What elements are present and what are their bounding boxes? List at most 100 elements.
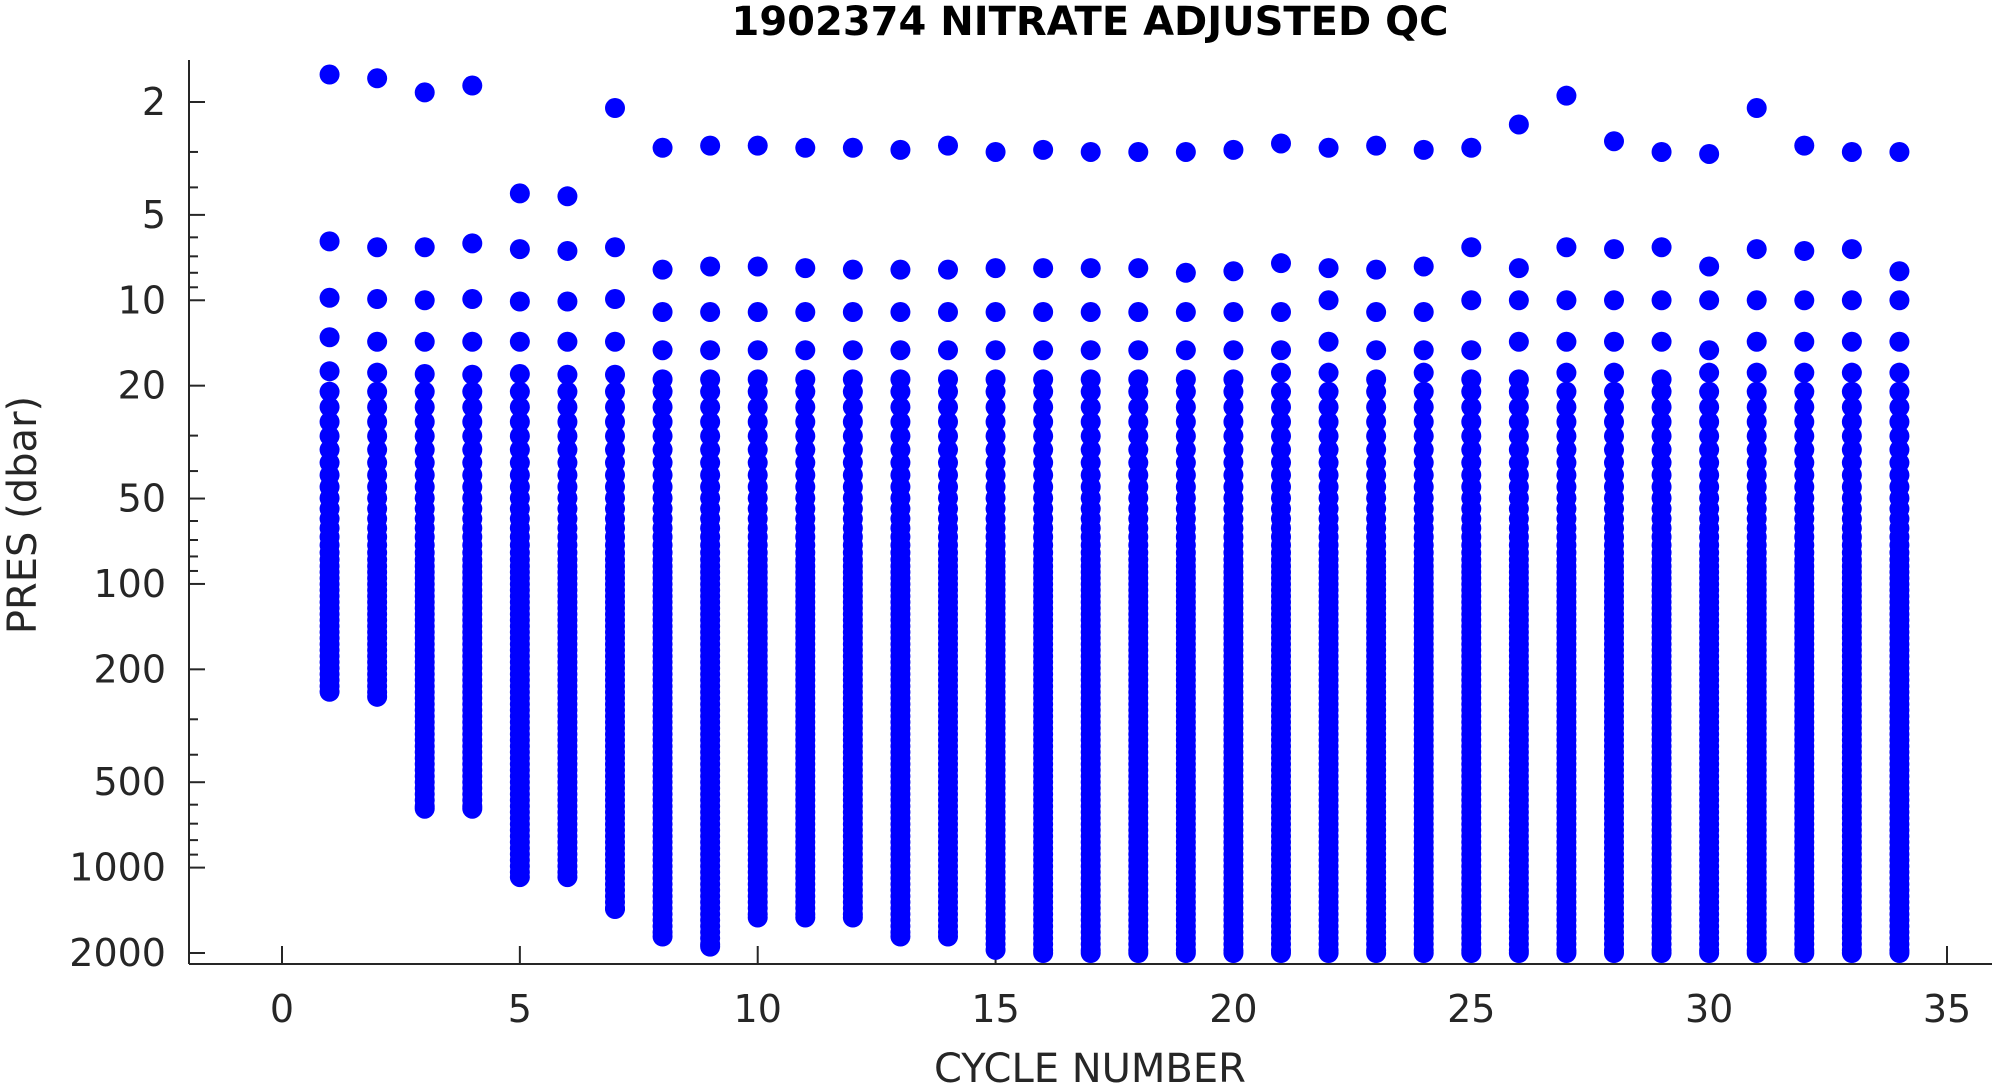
data-point [1461,381,1482,402]
data-point [319,327,340,348]
y-tick-label: 2 [142,80,166,124]
data-point [1604,943,1624,963]
data-point [1746,290,1767,311]
data-point [1699,411,1720,432]
data-point [1413,302,1434,323]
data-point [1413,397,1434,418]
data-point [1699,143,1720,164]
data-point [890,340,911,361]
x-tick-label: 25 [1447,987,1495,1031]
y-ticks: 2 5 10 20 50 100 200 500 1000 2000 [69,80,205,975]
data-point [1080,340,1101,361]
data-point [1556,85,1577,106]
data-point [414,381,435,402]
data-point [509,291,530,312]
data-point [462,75,483,96]
data-point [319,381,340,402]
data-point [414,237,435,258]
data-point [1080,258,1101,279]
data-point [700,256,721,277]
x-tick-label: 20 [1209,987,1257,1031]
data-point [842,302,863,323]
data-point [890,397,911,418]
data-point [985,411,1006,432]
data-point [509,364,530,385]
y-tick-label: 50 [118,477,166,521]
data-point [890,139,911,160]
data-point [747,411,768,432]
data-point [319,64,340,85]
data-point [938,926,958,947]
data-point [842,259,863,280]
chart-title: 1902374 NITRATE ADJUSTED QC [731,0,1448,45]
data-point [1175,340,1196,361]
data-point [1556,381,1577,402]
data-point [1651,411,1672,432]
data-point [700,340,721,361]
data-point [795,302,816,323]
data-point [890,411,911,432]
data-point [1080,302,1101,323]
data-point [1271,943,1291,963]
data-point [1271,340,1291,361]
data-point [1604,290,1624,311]
data-point [747,135,768,156]
data-point [1794,943,1815,963]
data-point [1318,381,1339,402]
data-point [414,364,435,385]
data-point [1413,943,1434,963]
data-point [1651,331,1672,352]
data-point [795,381,816,402]
data-point [795,397,816,418]
data-point [1223,943,1244,963]
data-point [1556,397,1577,418]
data-point [1556,331,1577,352]
data-point [1889,381,1910,402]
data-point [367,397,388,418]
x-tick-label: 35 [1923,987,1971,1031]
data-point [842,340,863,361]
data-point [1080,943,1101,963]
data-point [842,381,863,402]
data-point [1651,141,1672,162]
data-point [1746,381,1767,402]
data-point [367,331,388,352]
y-axis-label: PRES (dbar) [0,396,46,634]
data-point [938,259,958,280]
data-point [890,259,911,280]
data-point [557,186,578,207]
data-point [938,397,958,418]
data-point [1841,411,1862,432]
data-point [509,183,530,204]
data-point [1413,340,1434,361]
data-point [414,798,435,819]
data-point [1033,139,1054,160]
data-point [1794,331,1815,352]
data-point [700,936,721,957]
data-point [509,331,530,352]
data-point [367,686,388,707]
data-point [1841,381,1862,402]
data-point [462,331,483,352]
data-point [795,411,816,432]
data-point [985,258,1006,279]
data-point [1889,397,1910,418]
data-point [890,302,911,323]
data-point [1033,258,1054,279]
data-point [1223,261,1244,282]
data-point [557,240,578,261]
data-point [1556,943,1577,963]
data-point [414,290,435,311]
data-point [1556,290,1577,311]
data-point [605,381,625,402]
data-point [1128,411,1149,432]
x-axis-label: CYCLE NUMBER [934,1046,1246,1088]
data-point [1413,411,1434,432]
data-point [319,287,340,308]
data-point [1746,397,1767,418]
data-point [319,411,340,432]
y-tick-label: 2000 [69,931,166,975]
data-point [1175,411,1196,432]
data-point [1271,133,1291,154]
data-point [1556,362,1577,383]
